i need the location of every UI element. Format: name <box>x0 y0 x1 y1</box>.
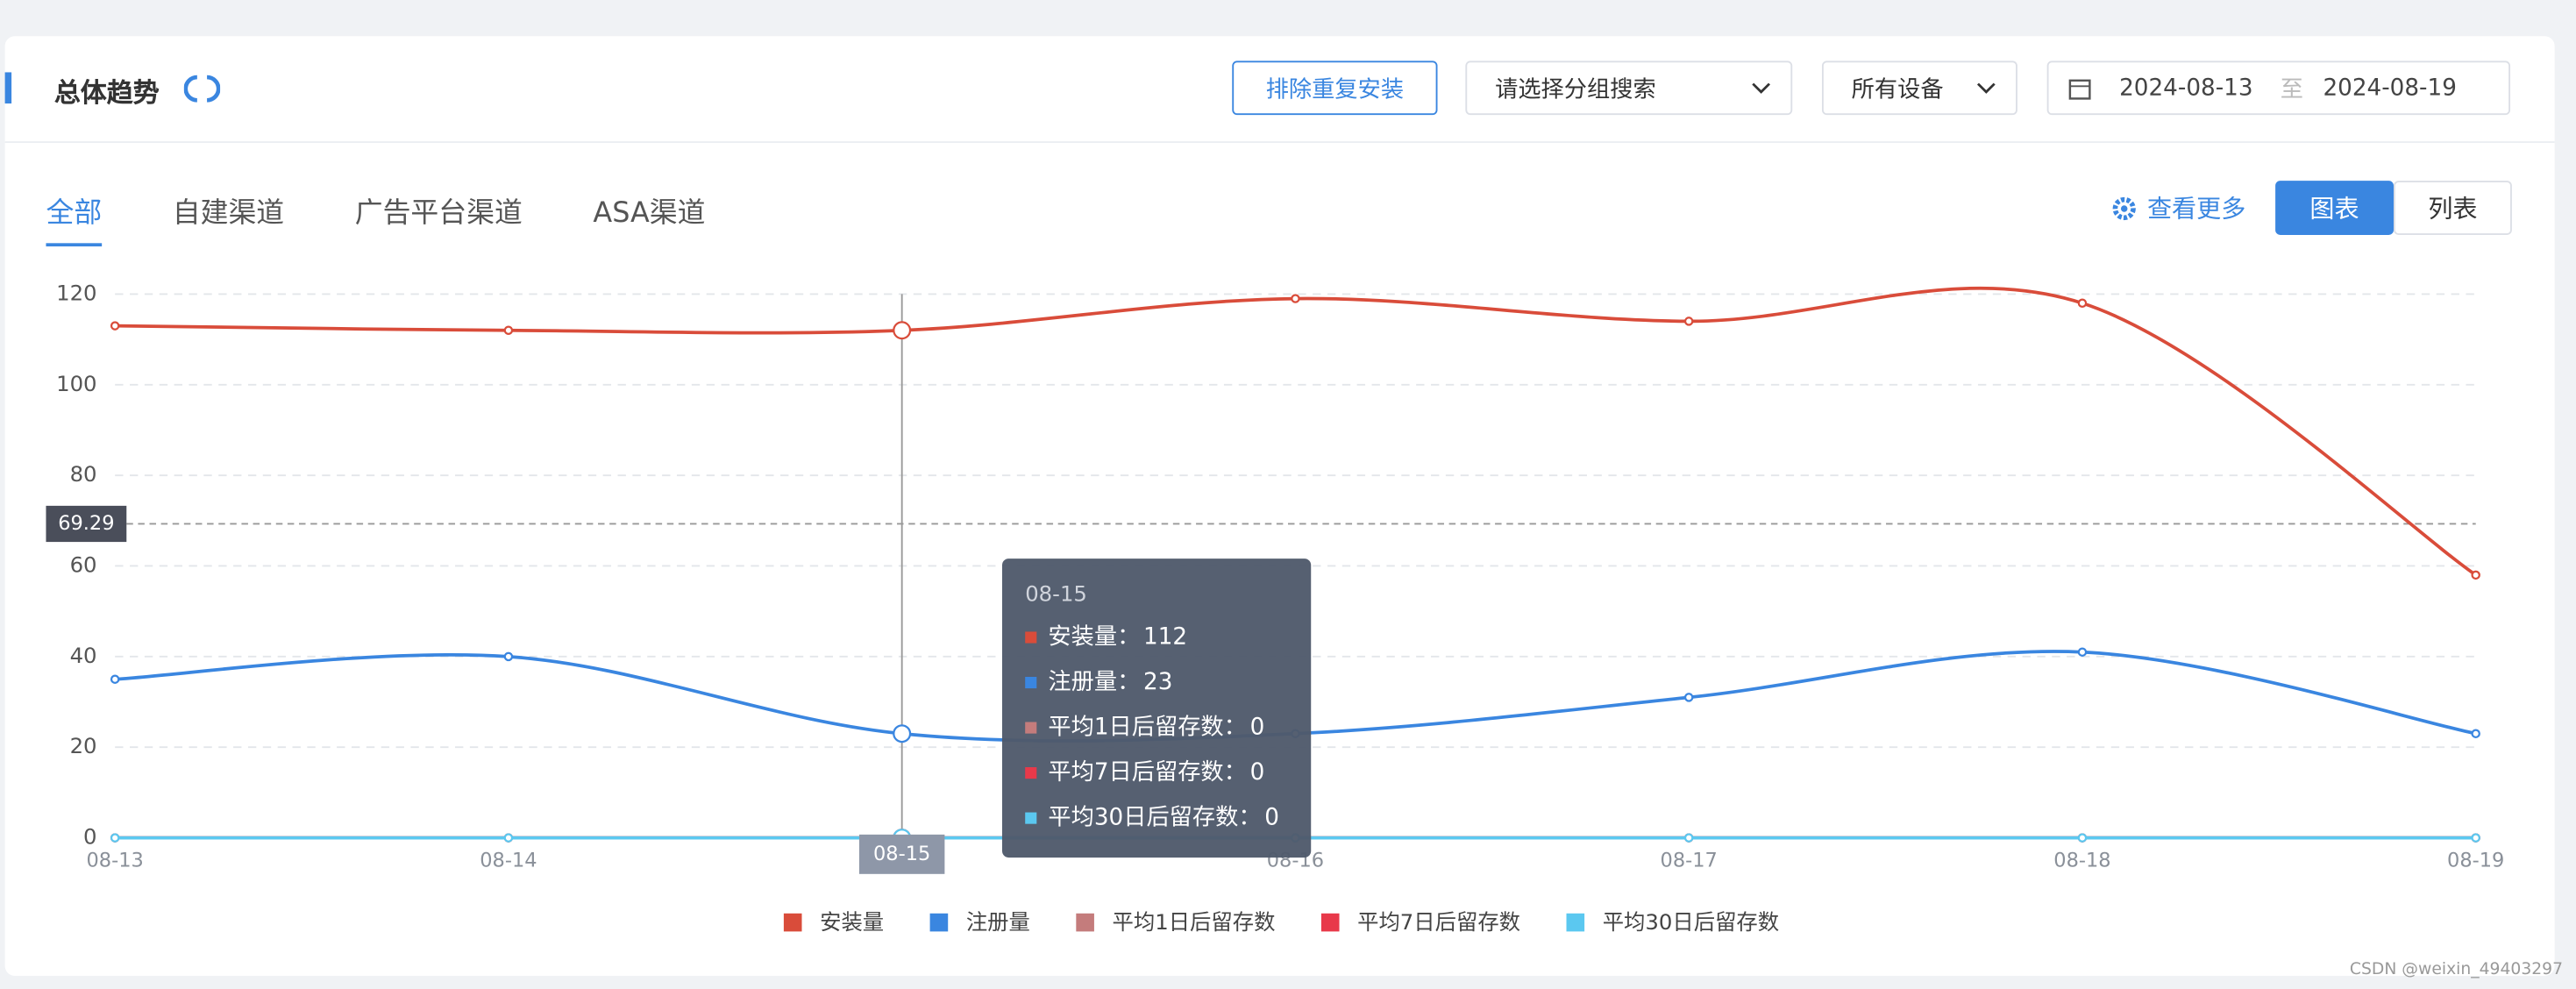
tooltip-label: 平均7日后留存数： <box>1048 759 1246 786</box>
date-range[interactable]: 2024-08-13 至 2024-08-19 <box>2046 60 2511 116</box>
tooltip-marker <box>1025 631 1037 644</box>
axis-pointer-label-bg <box>858 834 945 874</box>
data-point <box>1291 294 1300 303</box>
tooltip-value: 23 <box>1143 669 1172 695</box>
date-separator: 至 <box>2280 76 2303 103</box>
dedupe-button[interactable]: 排除重复安装 <box>1232 60 1438 116</box>
tooltip-value: 112 <box>1143 624 1187 651</box>
tab[interactable]: 全部 <box>46 196 103 231</box>
y-tick-label: 80 <box>70 461 97 487</box>
reference-label-bg <box>46 505 127 543</box>
series-line <box>115 286 2477 577</box>
x-tick-label: 08-14 <box>480 849 537 872</box>
legend-marker <box>1320 913 1340 932</box>
legend-marker <box>783 913 802 932</box>
y-tick-label: 0 <box>83 824 97 850</box>
tooltip-bg <box>1001 559 1312 858</box>
data-point <box>2077 298 2088 308</box>
panel-title: 总体趋势 <box>53 77 160 109</box>
watermark: CSDN @weixin_49403297 <box>2349 961 2564 979</box>
data-point <box>2471 833 2480 843</box>
data-point <box>2077 647 2088 657</box>
x-tick-label: 08-19 <box>2447 849 2504 872</box>
tooltip-marker <box>1025 767 1037 779</box>
group-select-text: 请选择分组搜索 <box>1495 76 1656 103</box>
axis-pointer-label: 08-15 <box>873 843 930 865</box>
x-tick-label: 08-17 <box>1661 849 1718 872</box>
view-more[interactable]: 查看更多 <box>2111 190 2246 224</box>
y-tick-label: 40 <box>70 643 97 668</box>
legend: 安装量 注册量 平均1日后留存数 平均7日后留存数 平均30日后留存数 <box>783 909 1779 935</box>
divider <box>4 141 2555 144</box>
toggle-button[interactable]: 图表 <box>2275 181 2395 235</box>
group-select[interactable]: 请选择分组搜索 <box>1465 60 1793 116</box>
data-point <box>893 724 912 744</box>
chevron <box>1752 82 1770 93</box>
data-point <box>110 833 120 843</box>
data-point <box>893 321 912 340</box>
tooltip-marker <box>1025 722 1037 734</box>
data-point <box>110 674 120 684</box>
legend-label: 平均1日后留存数 <box>1113 909 1276 935</box>
y-tick-label: 60 <box>70 551 97 577</box>
legend-marker <box>1566 913 1585 932</box>
data-point <box>2471 729 2480 738</box>
tab-underline <box>46 243 103 247</box>
data-point <box>1683 693 1694 702</box>
legend-label: 注册量 <box>966 909 1030 935</box>
tab[interactable]: 自建渠道 <box>172 196 285 231</box>
device-select-text: 所有设备 <box>1851 76 1944 103</box>
data-point <box>1683 317 1694 326</box>
tooltip-marker <box>1025 812 1037 824</box>
legend-label: 平均7日后留存数 <box>1357 909 1520 935</box>
data-point <box>110 321 120 331</box>
device-select[interactable]: 所有设备 <box>1821 60 2017 116</box>
date-end: 2024-08-19 <box>2323 75 2457 102</box>
x-tick-label: 08-18 <box>2053 849 2110 872</box>
tooltip-value: 0 <box>1250 715 1265 741</box>
y-tick-label: 20 <box>70 733 97 758</box>
y-tick-label: 100 <box>56 371 96 396</box>
y-tick-label: 120 <box>56 280 96 305</box>
gear-icon <box>2112 196 2136 220</box>
data-point <box>2077 833 2088 843</box>
view-more-text: 查看更多 <box>2146 194 2246 224</box>
tooltip-label: 平均1日后留存数： <box>1048 715 1246 741</box>
reference-label: 69.29 <box>58 512 114 535</box>
legend-label: 平均30日后留存数 <box>1603 909 1779 935</box>
tooltip-label: 注册量： <box>1048 669 1140 695</box>
tooltip-label: 平均30日后留存数： <box>1048 805 1261 831</box>
legend-label: 安装量 <box>820 909 884 935</box>
date-start: 2024-08-13 <box>2119 75 2253 102</box>
data-point <box>503 325 514 335</box>
calendar-icon <box>2068 78 2091 99</box>
chevron <box>1976 82 1996 93</box>
title-accent <box>4 72 12 104</box>
data-point <box>1683 833 1694 843</box>
x-tick-label: 08-13 <box>87 849 144 872</box>
refresh-icon[interactable] <box>183 72 221 104</box>
data-point <box>503 651 514 662</box>
tooltip-value: 0 <box>1264 805 1279 831</box>
tooltip-label: 安装量： <box>1048 624 1140 651</box>
tooltip-marker <box>1025 676 1037 689</box>
toggle-button[interactable]: 列表 <box>2394 181 2512 235</box>
tab[interactable]: ASA渠道 <box>593 196 706 231</box>
tooltip-value: 0 <box>1250 759 1265 786</box>
tooltip-title: 08-15 <box>1025 580 1087 606</box>
data-point <box>2471 570 2480 580</box>
tab[interactable]: 广告平台渠道 <box>354 196 523 231</box>
legend-marker <box>929 913 949 932</box>
data-point <box>503 833 514 843</box>
legend-marker <box>1076 913 1094 932</box>
